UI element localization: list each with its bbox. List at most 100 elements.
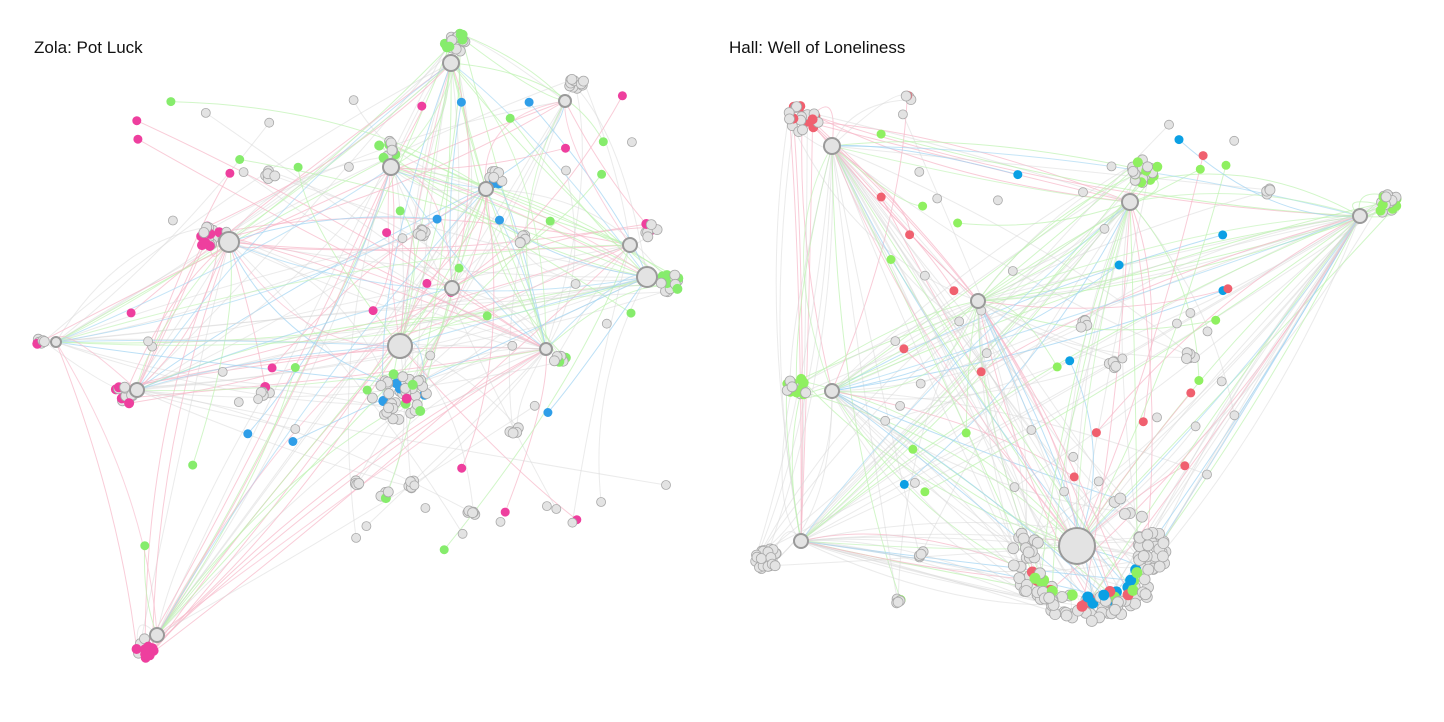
edge	[55, 339, 401, 347]
colored-node	[1091, 428, 1101, 438]
nodes	[32, 28, 1402, 663]
node	[769, 560, 781, 572]
edge	[228, 241, 648, 292]
hub-node	[1121, 193, 1139, 211]
colored-node	[1218, 230, 1228, 240]
node	[415, 229, 427, 241]
edge	[136, 389, 296, 430]
edge	[800, 204, 1385, 542]
colored-node	[293, 162, 303, 172]
edge	[228, 241, 513, 347]
edge	[800, 538, 1144, 593]
edge	[526, 100, 566, 350]
edge	[136, 241, 230, 391]
edge	[1141, 173, 1361, 217]
node	[578, 75, 589, 87]
edge	[831, 234, 1223, 392]
edge	[37, 100, 566, 345]
colored-node	[617, 91, 627, 101]
edge	[800, 540, 1078, 550]
hub-node	[442, 54, 460, 72]
hub-node	[793, 533, 809, 549]
edge	[55, 341, 158, 636]
edge	[977, 300, 1094, 604]
edge	[228, 241, 401, 347]
edge	[156, 405, 535, 636]
colored-node	[876, 192, 886, 202]
edge	[598, 276, 648, 503]
node	[420, 503, 431, 513]
colored-node	[1066, 589, 1078, 601]
node	[1127, 165, 1139, 177]
hub-node	[824, 383, 840, 399]
hub-node	[382, 158, 400, 176]
colored-node	[505, 113, 515, 123]
node	[1099, 223, 1110, 234]
node	[233, 397, 244, 408]
node	[542, 501, 552, 512]
edge	[449, 102, 462, 289]
colored-node	[1132, 157, 1143, 168]
edge	[890, 259, 1078, 547]
colored-node	[374, 140, 385, 151]
edge	[372, 166, 395, 311]
edge	[756, 145, 833, 558]
edge	[831, 191, 1084, 392]
node	[1152, 412, 1162, 423]
edge	[504, 348, 547, 513]
colored-node	[126, 308, 136, 318]
colored-node	[1082, 591, 1094, 603]
node	[1264, 184, 1276, 196]
colored-node	[1221, 160, 1231, 170]
edge	[386, 232, 547, 350]
node	[898, 109, 908, 120]
node	[238, 167, 249, 178]
edge	[136, 360, 564, 398]
edge	[831, 145, 1030, 553]
hub-node	[50, 336, 62, 348]
edge	[800, 540, 1054, 606]
edge	[831, 173, 1136, 392]
edge	[831, 145, 1188, 354]
colored-node	[444, 41, 455, 52]
node	[655, 277, 667, 289]
colored-node	[362, 385, 372, 395]
node	[167, 215, 178, 226]
edge	[228, 241, 389, 384]
edge	[831, 145, 1131, 203]
edge	[1089, 215, 1361, 601]
edge	[156, 348, 547, 636]
colored-node	[1076, 600, 1088, 612]
colored-node	[243, 429, 253, 439]
edge	[1076, 392, 1192, 547]
edges	[37, 33, 1400, 659]
edge	[459, 36, 566, 102]
node	[786, 381, 798, 393]
node	[567, 517, 578, 528]
colored-node	[807, 114, 818, 125]
edge	[55, 244, 631, 343]
colored-node	[457, 34, 468, 45]
hub-node	[622, 237, 638, 253]
edge	[1147, 215, 1361, 570]
edge	[1040, 201, 1131, 581]
edge	[170, 101, 487, 190]
edge	[831, 390, 1130, 514]
colored-node	[439, 545, 449, 555]
edge	[831, 145, 1078, 547]
edge	[292, 276, 648, 442]
node	[1181, 353, 1192, 364]
node	[1060, 609, 1073, 622]
edge	[977, 166, 1137, 302]
edge	[800, 196, 1397, 542]
edge	[1178, 139, 1361, 217]
colored-node	[388, 369, 399, 380]
edge	[415, 348, 547, 412]
node	[1110, 360, 1122, 372]
node	[800, 387, 812, 399]
colored-node	[401, 393, 412, 404]
node	[383, 402, 395, 414]
edge	[800, 119, 814, 542]
hub-node	[387, 333, 413, 359]
